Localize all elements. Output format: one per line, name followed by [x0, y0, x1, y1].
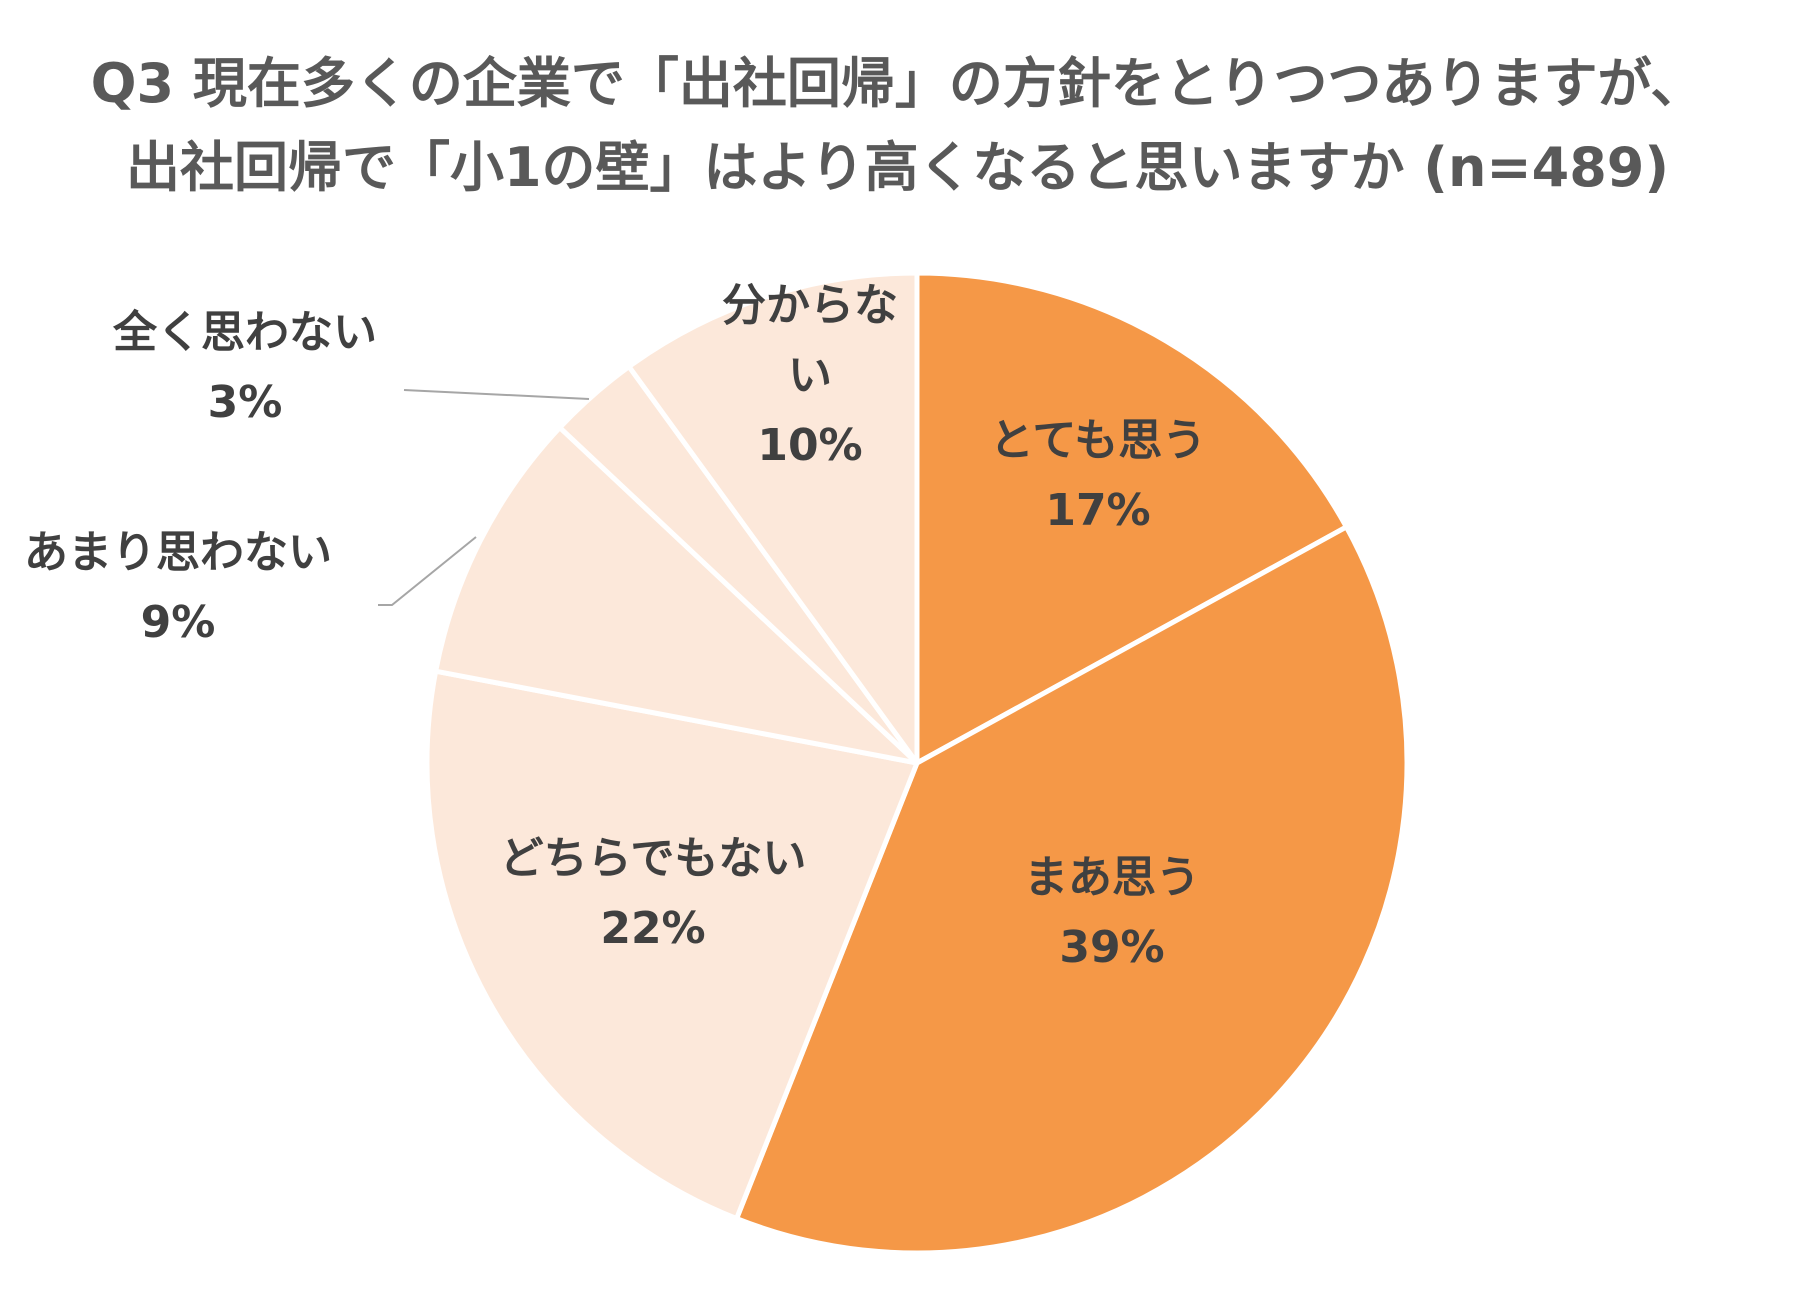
slice-label-4: 全く思わない 3%: [112, 307, 377, 428]
slice-1-category-label-0: まあ思う: [1024, 852, 1200, 903]
slice-label-0: とても思う 17%: [990, 415, 1206, 536]
leader-lines: [378, 389, 590, 606]
slice-2-category-label-0: どちらでもない: [500, 833, 807, 884]
chart-title-line-1: Q3 現在多くの企業で「出社回帰」の方針をとりつつありますが、: [90, 52, 1705, 115]
chart-title: Q3 現在多くの企業で「出社回帰」の方針をとりつつありますが、 出社回帰で「小1…: [0, 42, 1795, 210]
slice-label-2: どちらでもない 22%: [500, 833, 807, 954]
chart-title-line-2: 出社回帰で「小1の壁」はより高くなると思いますか (n=489): [125, 136, 1670, 199]
pie-slices: [424, 270, 1410, 1256]
slice-0-category-label-0: とても思う: [990, 415, 1206, 466]
slice-3-value-label: 9%: [141, 597, 216, 648]
slice-0-value-label: 17%: [1045, 485, 1150, 536]
slice-5-category-label-1: い: [788, 350, 832, 401]
leader-line-4: [403, 389, 590, 400]
slice-3-category-label-0: あまり思わない: [24, 527, 332, 578]
pie-slice-0: [914, 270, 1349, 766]
slice-1-value-label: 39%: [1059, 922, 1164, 973]
slice-label-3: あまり思わない 9%: [24, 527, 332, 648]
slice-label-1: まあ思う 39%: [1024, 852, 1200, 973]
slice-2-value-label: 22%: [600, 903, 705, 954]
slice-4-value-label: 3%: [208, 377, 283, 428]
pie-slice-3: [433, 425, 920, 766]
pie-slice-5: [626, 270, 920, 766]
slice-labels: とても思う 17% まあ思う 39% どちらでもない 22% あまり思わない 9% 全く思わない…: [24, 280, 1206, 973]
leader-line-3: [378, 536, 477, 606]
slice-4-category-label-0: 全く思わない: [112, 307, 377, 358]
slice-5-category-label-0: 分からな: [722, 280, 898, 331]
pie-slice-1: [734, 524, 1410, 1256]
pie-slice-2: [424, 668, 920, 1222]
slice-5-value-label: 10%: [757, 420, 862, 471]
